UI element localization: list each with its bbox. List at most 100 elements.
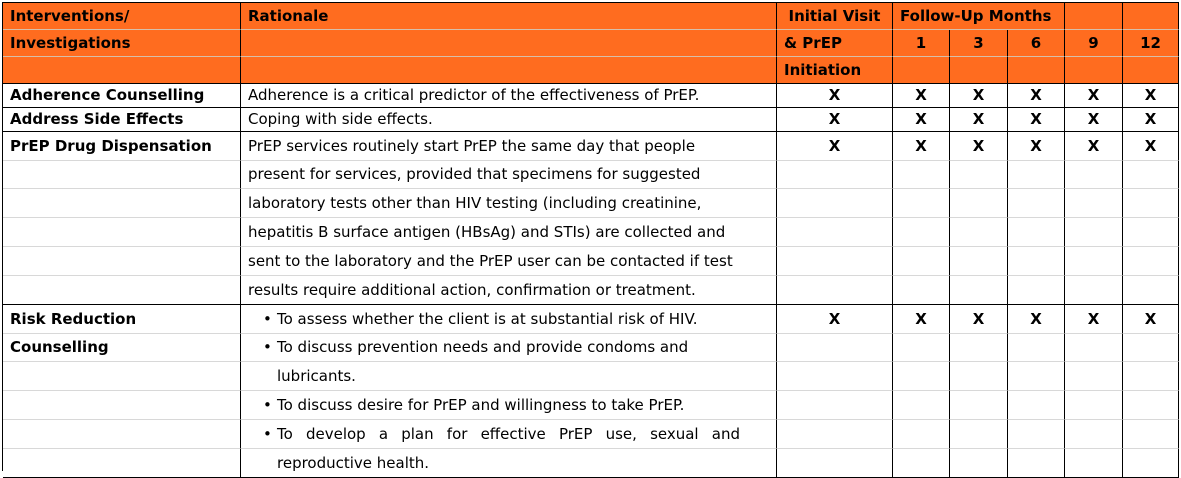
empty-cell <box>3 161 241 189</box>
empty-cell <box>1065 218 1123 247</box>
header-empty-cell <box>1065 3 1123 30</box>
empty-cell <box>777 334 893 362</box>
header-initial-visit-line1: Initial Visit <box>777 3 893 30</box>
empty-cell <box>1065 247 1123 276</box>
empty-cell <box>950 218 1008 247</box>
empty-cell <box>1065 449 1123 478</box>
empty-cell <box>3 276 241 305</box>
empty-cell <box>1065 362 1123 391</box>
header-initial-visit-line2: & PrEP <box>777 30 893 57</box>
empty-cell <box>950 189 1008 218</box>
empty-cell <box>1123 161 1179 189</box>
row-rationale-dispensation-line: hepatitis B surface antigen (HBsAg) and … <box>241 218 777 247</box>
mark-month-12: X <box>1123 84 1179 108</box>
row-rationale-risk-line: • To develop a plan for effective PrEP us… <box>241 420 777 449</box>
mark-month-1: X <box>893 305 950 334</box>
empty-cell <box>893 218 950 247</box>
empty-cell <box>1008 449 1065 478</box>
header-spacer <box>893 57 950 84</box>
empty-cell <box>1008 420 1065 449</box>
header-spacer <box>1123 57 1179 84</box>
empty-cell <box>1123 420 1179 449</box>
empty-cell <box>3 247 241 276</box>
empty-cell <box>777 276 893 305</box>
empty-cell <box>950 276 1008 305</box>
empty-cell <box>1008 334 1065 362</box>
mark-month-1: X <box>893 108 950 132</box>
empty-cell <box>1123 276 1179 305</box>
bullet-text: To develop a plan for effective PrEP use… <box>277 424 740 443</box>
empty-cell <box>1065 161 1123 189</box>
empty-cell <box>1065 334 1123 362</box>
empty-cell <box>893 362 950 391</box>
row-rationale-adherence: Adherence is a critical predictor of the… <box>241 84 777 108</box>
mark-initial: X <box>777 132 893 161</box>
header-spacer <box>1065 57 1123 84</box>
row-rationale-side-effects: Coping with side effects. <box>241 108 777 132</box>
mark-month-9: X <box>1065 84 1123 108</box>
empty-cell <box>3 189 241 218</box>
row-rationale-dispensation-line: PrEP services routinely start PrEP the s… <box>241 132 777 161</box>
header-empty-cell <box>1123 3 1179 30</box>
empty-cell <box>950 391 1008 420</box>
empty-cell <box>3 420 241 449</box>
header-interventions-line2: Investigations <box>3 30 241 57</box>
row-rationale-risk-line: lubricants. <box>241 362 777 391</box>
empty-cell <box>777 362 893 391</box>
bullet-icon: • <box>263 395 272 414</box>
empty-cell <box>1008 218 1065 247</box>
bullet-icon: • <box>263 338 272 356</box>
bullet-icon: • <box>263 424 272 443</box>
empty-cell <box>893 420 950 449</box>
empty-cell <box>1008 247 1065 276</box>
empty-cell <box>777 247 893 276</box>
mark-month-12: X <box>1123 132 1179 161</box>
empty-cell <box>893 189 950 218</box>
empty-cell <box>893 449 950 478</box>
empty-cell <box>3 362 241 391</box>
empty-cell <box>893 391 950 420</box>
mark-initial: X <box>777 84 893 108</box>
empty-cell <box>1123 334 1179 362</box>
row-rationale-risk-line: • To discuss desire for PrEP and willingn… <box>241 391 777 420</box>
empty-cell <box>777 218 893 247</box>
mark-month-12: X <box>1123 108 1179 132</box>
empty-cell <box>777 420 893 449</box>
empty-cell <box>1123 362 1179 391</box>
empty-cell <box>950 362 1008 391</box>
empty-cell <box>1123 391 1179 420</box>
mark-month-9: X <box>1065 305 1123 334</box>
empty-cell <box>950 420 1008 449</box>
row-rationale-risk-line: • To discuss prevention needs and provide… <box>241 334 777 362</box>
row-rationale-dispensation-line: sent to the laboratory and the PrEP user… <box>241 247 777 276</box>
header-initial-visit-line3: Initiation <box>777 57 893 84</box>
empty-cell <box>3 391 241 420</box>
empty-cell <box>950 334 1008 362</box>
empty-cell <box>1008 391 1065 420</box>
header-interventions-line1: Interventions/ <box>3 3 241 30</box>
header-month-9: 9 <box>1065 30 1123 57</box>
empty-cell <box>1065 391 1123 420</box>
header-month-6: 6 <box>1008 30 1065 57</box>
mark-month-3: X <box>950 132 1008 161</box>
header-rationale-spacer <box>241 30 777 57</box>
row-rationale-dispensation-line: present for services, provided that spec… <box>241 161 777 189</box>
mark-month-1: X <box>893 132 950 161</box>
empty-cell <box>893 276 950 305</box>
empty-cell <box>1008 362 1065 391</box>
row-rationale-risk-line: reproductive health. <box>241 449 777 478</box>
empty-cell <box>1065 189 1123 218</box>
mark-month-6: X <box>1008 132 1065 161</box>
header-spacer <box>241 57 777 84</box>
bullet-text: To discuss desire for PrEP and willingne… <box>277 395 685 414</box>
empty-cell <box>1008 161 1065 189</box>
mark-month-12: X <box>1123 305 1179 334</box>
empty-cell <box>777 161 893 189</box>
empty-cell <box>1065 276 1123 305</box>
mark-month-9: X <box>1065 108 1123 132</box>
empty-cell <box>1008 189 1065 218</box>
row-label-address-side-effects: Address Side Effects <box>3 108 241 132</box>
empty-cell <box>1123 247 1179 276</box>
header-rationale: Rationale <box>241 3 777 30</box>
empty-cell <box>950 161 1008 189</box>
